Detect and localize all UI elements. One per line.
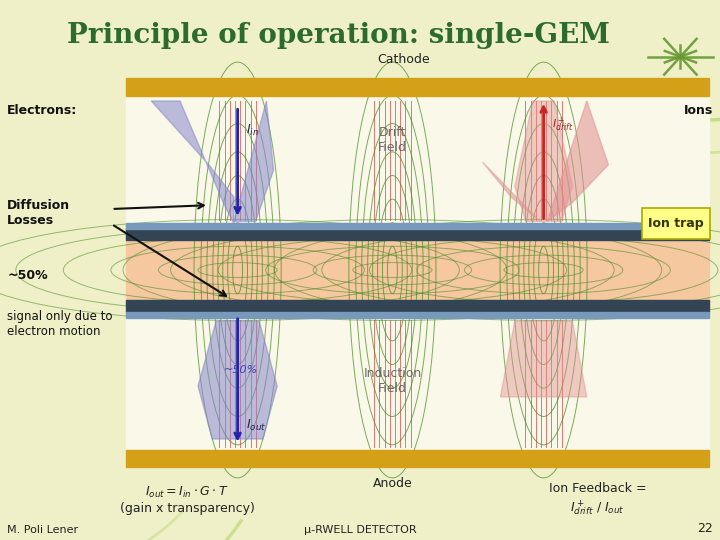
Bar xyxy=(126,78,709,467)
Polygon shape xyxy=(198,321,277,439)
Text: Cathode: Cathode xyxy=(377,53,430,66)
Polygon shape xyxy=(547,101,608,221)
Text: Drift
Field: Drift Field xyxy=(378,126,407,154)
Text: 22: 22 xyxy=(697,522,713,535)
Polygon shape xyxy=(151,101,234,224)
Bar xyxy=(126,228,709,240)
Text: $I_{in}$: $I_{in}$ xyxy=(246,123,259,138)
Text: Diffusion
Losses: Diffusion Losses xyxy=(7,199,71,227)
Polygon shape xyxy=(482,162,540,221)
Text: Ion trap: Ion trap xyxy=(648,217,704,230)
Text: $I_{out}$: $I_{out}$ xyxy=(246,418,266,433)
Bar xyxy=(126,300,709,312)
Polygon shape xyxy=(515,101,572,221)
Text: Ions: Ions xyxy=(683,104,713,117)
Polygon shape xyxy=(234,101,274,221)
Polygon shape xyxy=(500,321,587,397)
Text: Electrons:: Electrons: xyxy=(7,104,78,117)
FancyBboxPatch shape xyxy=(642,208,710,239)
Text: $I^+_{drift}$: $I^+_{drift}$ xyxy=(552,116,574,134)
Bar xyxy=(126,223,709,229)
Text: μ-RWELL DETECTOR: μ-RWELL DETECTOR xyxy=(304,524,416,535)
Bar xyxy=(126,235,709,305)
Text: M. Poli Lener: M. Poli Lener xyxy=(7,524,78,535)
Text: Induction
Field: Induction Field xyxy=(364,367,421,395)
Text: signal only due to
electron motion: signal only due to electron motion xyxy=(7,310,113,338)
Text: $I_{out}=I_{in}\cdot G\cdot T$
(gain x transparency): $I_{out}=I_{in}\cdot G\cdot T$ (gain x t… xyxy=(120,484,255,515)
Text: Ion Feedback =
$I^+_{drift}$ / $I_{out}$: Ion Feedback = $I^+_{drift}$ / $I_{out}$ xyxy=(549,482,647,517)
Text: Principle of operation: single-GEM: Principle of operation: single-GEM xyxy=(67,22,610,49)
Bar xyxy=(126,312,709,318)
Text: ~50%: ~50% xyxy=(224,365,258,375)
Bar xyxy=(126,450,709,467)
Text: Anode: Anode xyxy=(372,477,413,490)
Text: ~50%: ~50% xyxy=(7,269,48,282)
Bar xyxy=(126,78,709,96)
